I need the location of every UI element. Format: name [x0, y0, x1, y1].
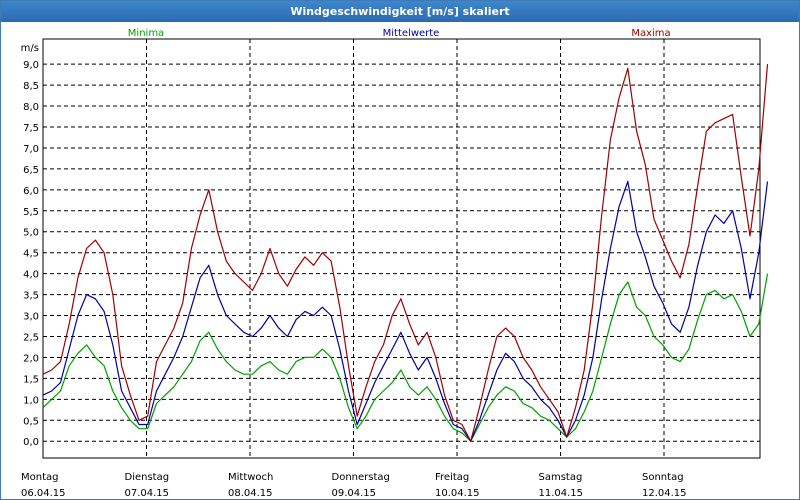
y-tick-label: 4,5 [23, 249, 39, 260]
y-tick-label: 5,0 [23, 228, 39, 239]
y-tick-label: 6,0 [23, 186, 39, 197]
x-tick-day: Freitag [435, 472, 469, 483]
x-tick-date: 11.04.15 [539, 488, 584, 499]
y-axis-label: m/s [21, 43, 39, 54]
series-lines [42, 64, 769, 442]
y-tick-label: 3,5 [23, 291, 39, 302]
legend-minima: Minima [128, 28, 164, 39]
x-tick-day: Donnerstag [332, 472, 390, 483]
x-tick-day: Samstag [539, 472, 583, 483]
x-tick-day: Mittwoch [228, 472, 273, 483]
grid [42, 38, 761, 459]
legend-maxima: Maxima [631, 28, 670, 39]
y-tick-label: 1,5 [23, 374, 39, 385]
series-line-minima [42, 273, 769, 442]
y-tick-label: 4,0 [23, 270, 39, 281]
y-tick-label: 0,0 [23, 437, 39, 448]
x-tick-day: Dienstag [125, 472, 170, 483]
y-tick-label: 8,5 [23, 81, 39, 92]
y-tick-label: 2,5 [23, 332, 39, 343]
x-tick-date: 08.04.15 [228, 488, 273, 499]
y-tick-label: 7,0 [23, 144, 39, 155]
legend-mittelwerte: Mittelwerte [383, 28, 440, 39]
x-tick-day: Montag [21, 472, 58, 483]
chart-title: Windgeschwindigkeit [m/s] skaliert [1, 1, 799, 22]
y-tick-label: 5,5 [23, 207, 39, 218]
y-tick-label: 3,0 [23, 312, 39, 323]
x-tick-date: 09.04.15 [332, 488, 377, 499]
labels: 0,0 0,5 1,0 1,5 2,0 2,5 3,0 3,5 4,0 4,5 5,0 5,5 6,0 6… [21, 28, 687, 499]
series-line-maxima [42, 64, 769, 442]
y-tick-label: 2,0 [23, 353, 39, 364]
x-tick-date: 07.04.15 [125, 488, 170, 499]
series-line-mittelwerte [42, 180, 769, 442]
y-tick-label: 8,0 [23, 102, 39, 113]
y-tick-label: 7,5 [23, 123, 39, 134]
plot-area [42, 38, 761, 459]
y-tick-label: 1,0 [23, 395, 39, 406]
x-tick-date: 12.04.15 [642, 488, 687, 499]
y-tick-label: 0,5 [23, 416, 39, 427]
x-tick-date: 10.04.15 [435, 488, 480, 499]
x-tick-day: Sonntag [642, 472, 684, 483]
y-tick-label: 9,0 [23, 60, 39, 71]
y-tick-label: 6,5 [23, 165, 39, 176]
x-tick-date: 06.04.15 [21, 488, 66, 499]
